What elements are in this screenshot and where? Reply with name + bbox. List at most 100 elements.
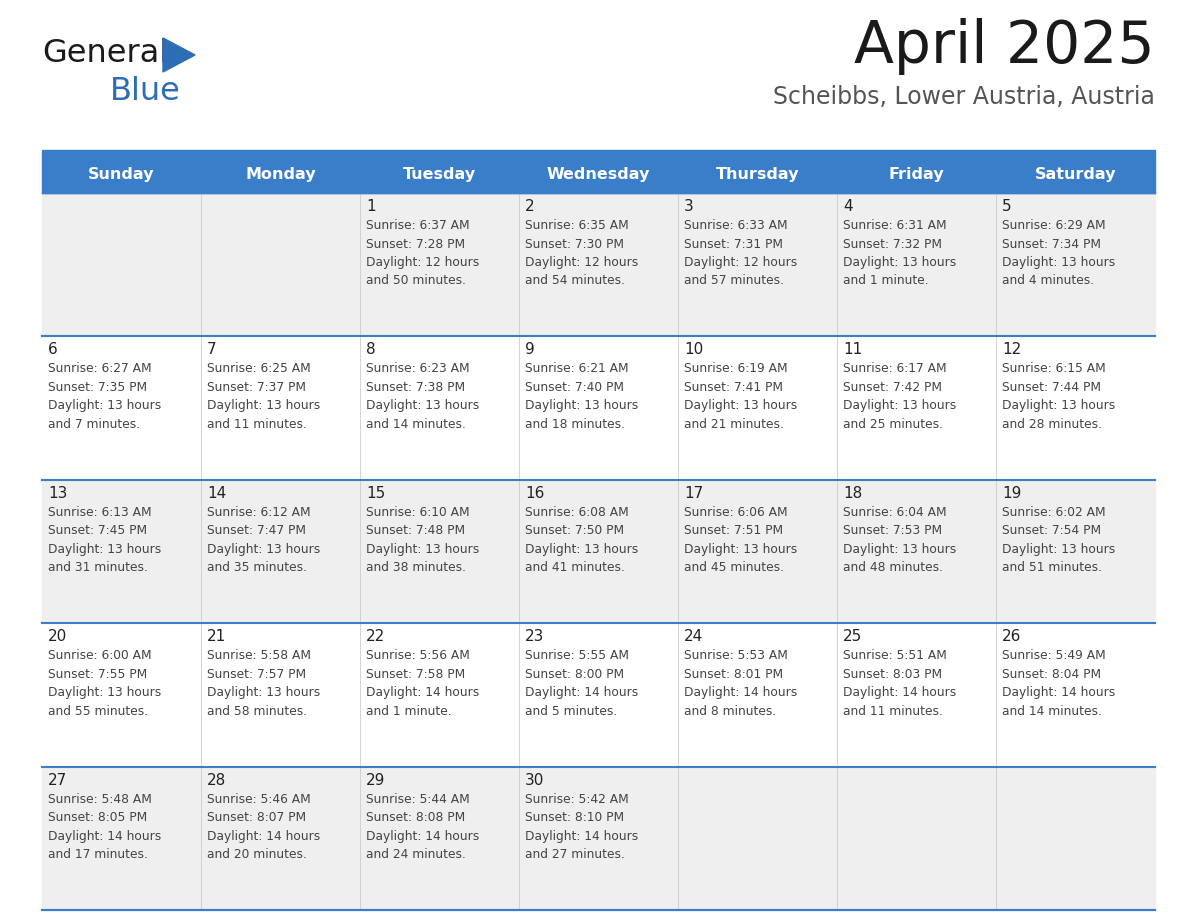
Text: 9: 9	[525, 342, 535, 357]
Text: 3: 3	[684, 199, 694, 214]
Bar	[519, 623, 678, 767]
Text: Sunrise: 6:31 AM
Sunset: 7:32 PM
Daylight: 13 hours
and 1 minute.: Sunrise: 6:31 AM Sunset: 7:32 PM Dayligh…	[843, 219, 956, 287]
Bar	[42, 155, 1155, 193]
Text: 13: 13	[48, 486, 68, 501]
Bar	[838, 623, 996, 767]
Text: Sunrise: 6:17 AM
Sunset: 7:42 PM
Daylight: 13 hours
and 25 minutes.: Sunrise: 6:17 AM Sunset: 7:42 PM Dayligh…	[843, 363, 956, 431]
Text: Sunrise: 6:04 AM
Sunset: 7:53 PM
Daylight: 13 hours
and 48 minutes.: Sunrise: 6:04 AM Sunset: 7:53 PM Dayligh…	[843, 506, 956, 575]
Text: Sunrise: 5:53 AM
Sunset: 8:01 PM
Daylight: 14 hours
and 8 minutes.: Sunrise: 5:53 AM Sunset: 8:01 PM Dayligh…	[684, 649, 797, 718]
Text: Blue: Blue	[110, 76, 181, 107]
Text: Sunrise: 5:56 AM
Sunset: 7:58 PM
Daylight: 14 hours
and 1 minute.: Sunrise: 5:56 AM Sunset: 7:58 PM Dayligh…	[366, 649, 479, 718]
Text: Sunrise: 6:29 AM
Sunset: 7:34 PM
Daylight: 13 hours
and 4 minutes.: Sunrise: 6:29 AM Sunset: 7:34 PM Dayligh…	[1001, 219, 1116, 287]
Bar	[201, 480, 360, 623]
Text: Sunrise: 5:51 AM
Sunset: 8:03 PM
Daylight: 14 hours
and 11 minutes.: Sunrise: 5:51 AM Sunset: 8:03 PM Dayligh…	[843, 649, 956, 718]
Bar	[42, 193, 201, 336]
Bar	[996, 336, 1155, 480]
Bar	[678, 480, 838, 623]
Text: Saturday: Saturday	[1035, 166, 1117, 182]
Text: 1: 1	[366, 199, 375, 214]
Text: 4: 4	[843, 199, 853, 214]
Bar	[360, 336, 519, 480]
Text: Friday: Friday	[889, 166, 944, 182]
Bar	[201, 193, 360, 336]
Bar	[360, 193, 519, 336]
Text: Sunrise: 6:35 AM
Sunset: 7:30 PM
Daylight: 12 hours
and 54 minutes.: Sunrise: 6:35 AM Sunset: 7:30 PM Dayligh…	[525, 219, 638, 287]
Bar	[42, 150, 1155, 155]
Text: Sunrise: 6:12 AM
Sunset: 7:47 PM
Daylight: 13 hours
and 35 minutes.: Sunrise: 6:12 AM Sunset: 7:47 PM Dayligh…	[207, 506, 321, 575]
Text: 26: 26	[1001, 629, 1022, 644]
Bar	[201, 336, 360, 480]
Bar	[838, 336, 996, 480]
Text: 22: 22	[366, 629, 385, 644]
Bar	[996, 623, 1155, 767]
Bar	[42, 480, 201, 623]
Bar	[201, 767, 360, 910]
Text: 8: 8	[366, 342, 375, 357]
Text: 14: 14	[207, 486, 226, 501]
Text: Sunrise: 5:46 AM
Sunset: 8:07 PM
Daylight: 14 hours
and 20 minutes.: Sunrise: 5:46 AM Sunset: 8:07 PM Dayligh…	[207, 792, 321, 861]
Text: 28: 28	[207, 773, 226, 788]
Text: 20: 20	[48, 629, 68, 644]
Text: 2: 2	[525, 199, 535, 214]
Text: Sunrise: 6:21 AM
Sunset: 7:40 PM
Daylight: 13 hours
and 18 minutes.: Sunrise: 6:21 AM Sunset: 7:40 PM Dayligh…	[525, 363, 638, 431]
Bar	[201, 623, 360, 767]
Bar	[360, 623, 519, 767]
Bar	[838, 480, 996, 623]
Text: 25: 25	[843, 629, 862, 644]
Text: Sunrise: 6:33 AM
Sunset: 7:31 PM
Daylight: 12 hours
and 57 minutes.: Sunrise: 6:33 AM Sunset: 7:31 PM Dayligh…	[684, 219, 797, 287]
Bar	[519, 193, 678, 336]
Text: Sunrise: 5:48 AM
Sunset: 8:05 PM
Daylight: 14 hours
and 17 minutes.: Sunrise: 5:48 AM Sunset: 8:05 PM Dayligh…	[48, 792, 162, 861]
Text: Scheibbs, Lower Austria, Austria: Scheibbs, Lower Austria, Austria	[773, 85, 1155, 109]
Text: Sunrise: 5:42 AM
Sunset: 8:10 PM
Daylight: 14 hours
and 27 minutes.: Sunrise: 5:42 AM Sunset: 8:10 PM Dayligh…	[525, 792, 638, 861]
Text: 23: 23	[525, 629, 544, 644]
Text: Sunday: Sunday	[88, 166, 154, 182]
Bar	[42, 623, 201, 767]
Text: General: General	[42, 38, 169, 69]
Bar	[996, 767, 1155, 910]
Text: Monday: Monday	[245, 166, 316, 182]
Text: Sunrise: 6:19 AM
Sunset: 7:41 PM
Daylight: 13 hours
and 21 minutes.: Sunrise: 6:19 AM Sunset: 7:41 PM Dayligh…	[684, 363, 797, 431]
Text: 15: 15	[366, 486, 385, 501]
Text: 29: 29	[366, 773, 385, 788]
Text: Sunrise: 6:27 AM
Sunset: 7:35 PM
Daylight: 13 hours
and 7 minutes.: Sunrise: 6:27 AM Sunset: 7:35 PM Dayligh…	[48, 363, 162, 431]
Bar	[678, 767, 838, 910]
Bar	[42, 336, 201, 480]
Bar	[996, 480, 1155, 623]
Text: 27: 27	[48, 773, 68, 788]
Text: 10: 10	[684, 342, 703, 357]
Text: Sunrise: 6:15 AM
Sunset: 7:44 PM
Daylight: 13 hours
and 28 minutes.: Sunrise: 6:15 AM Sunset: 7:44 PM Dayligh…	[1001, 363, 1116, 431]
Text: April 2025: April 2025	[854, 18, 1155, 75]
Text: Tuesday: Tuesday	[403, 166, 476, 182]
Text: Sunrise: 6:02 AM
Sunset: 7:54 PM
Daylight: 13 hours
and 51 minutes.: Sunrise: 6:02 AM Sunset: 7:54 PM Dayligh…	[1001, 506, 1116, 575]
Text: 30: 30	[525, 773, 544, 788]
Text: Sunrise: 6:23 AM
Sunset: 7:38 PM
Daylight: 13 hours
and 14 minutes.: Sunrise: 6:23 AM Sunset: 7:38 PM Dayligh…	[366, 363, 479, 431]
Bar	[996, 193, 1155, 336]
Text: 5: 5	[1001, 199, 1012, 214]
Text: Sunrise: 5:58 AM
Sunset: 7:57 PM
Daylight: 13 hours
and 58 minutes.: Sunrise: 5:58 AM Sunset: 7:57 PM Dayligh…	[207, 649, 321, 718]
Bar	[519, 767, 678, 910]
Polygon shape	[163, 38, 195, 72]
Text: 11: 11	[843, 342, 862, 357]
Bar	[678, 193, 838, 336]
Text: Sunrise: 5:44 AM
Sunset: 8:08 PM
Daylight: 14 hours
and 24 minutes.: Sunrise: 5:44 AM Sunset: 8:08 PM Dayligh…	[366, 792, 479, 861]
Bar	[838, 767, 996, 910]
Text: 18: 18	[843, 486, 862, 501]
Bar	[838, 193, 996, 336]
Bar	[360, 480, 519, 623]
Text: Sunrise: 5:55 AM
Sunset: 8:00 PM
Daylight: 14 hours
and 5 minutes.: Sunrise: 5:55 AM Sunset: 8:00 PM Dayligh…	[525, 649, 638, 718]
Text: 12: 12	[1001, 342, 1022, 357]
Text: 24: 24	[684, 629, 703, 644]
Text: Sunrise: 6:37 AM
Sunset: 7:28 PM
Daylight: 12 hours
and 50 minutes.: Sunrise: 6:37 AM Sunset: 7:28 PM Dayligh…	[366, 219, 479, 287]
Text: Sunrise: 6:25 AM
Sunset: 7:37 PM
Daylight: 13 hours
and 11 minutes.: Sunrise: 6:25 AM Sunset: 7:37 PM Dayligh…	[207, 363, 321, 431]
Text: 19: 19	[1001, 486, 1022, 501]
Text: 17: 17	[684, 486, 703, 501]
Bar	[678, 623, 838, 767]
Text: Sunrise: 6:13 AM
Sunset: 7:45 PM
Daylight: 13 hours
and 31 minutes.: Sunrise: 6:13 AM Sunset: 7:45 PM Dayligh…	[48, 506, 162, 575]
Text: Sunrise: 6:08 AM
Sunset: 7:50 PM
Daylight: 13 hours
and 41 minutes.: Sunrise: 6:08 AM Sunset: 7:50 PM Dayligh…	[525, 506, 638, 575]
Bar	[360, 767, 519, 910]
Text: 16: 16	[525, 486, 544, 501]
Text: Wednesday: Wednesday	[546, 166, 650, 182]
Text: 6: 6	[48, 342, 58, 357]
Text: Sunrise: 5:49 AM
Sunset: 8:04 PM
Daylight: 14 hours
and 14 minutes.: Sunrise: 5:49 AM Sunset: 8:04 PM Dayligh…	[1001, 649, 1116, 718]
Text: Sunrise: 6:00 AM
Sunset: 7:55 PM
Daylight: 13 hours
and 55 minutes.: Sunrise: 6:00 AM Sunset: 7:55 PM Dayligh…	[48, 649, 162, 718]
